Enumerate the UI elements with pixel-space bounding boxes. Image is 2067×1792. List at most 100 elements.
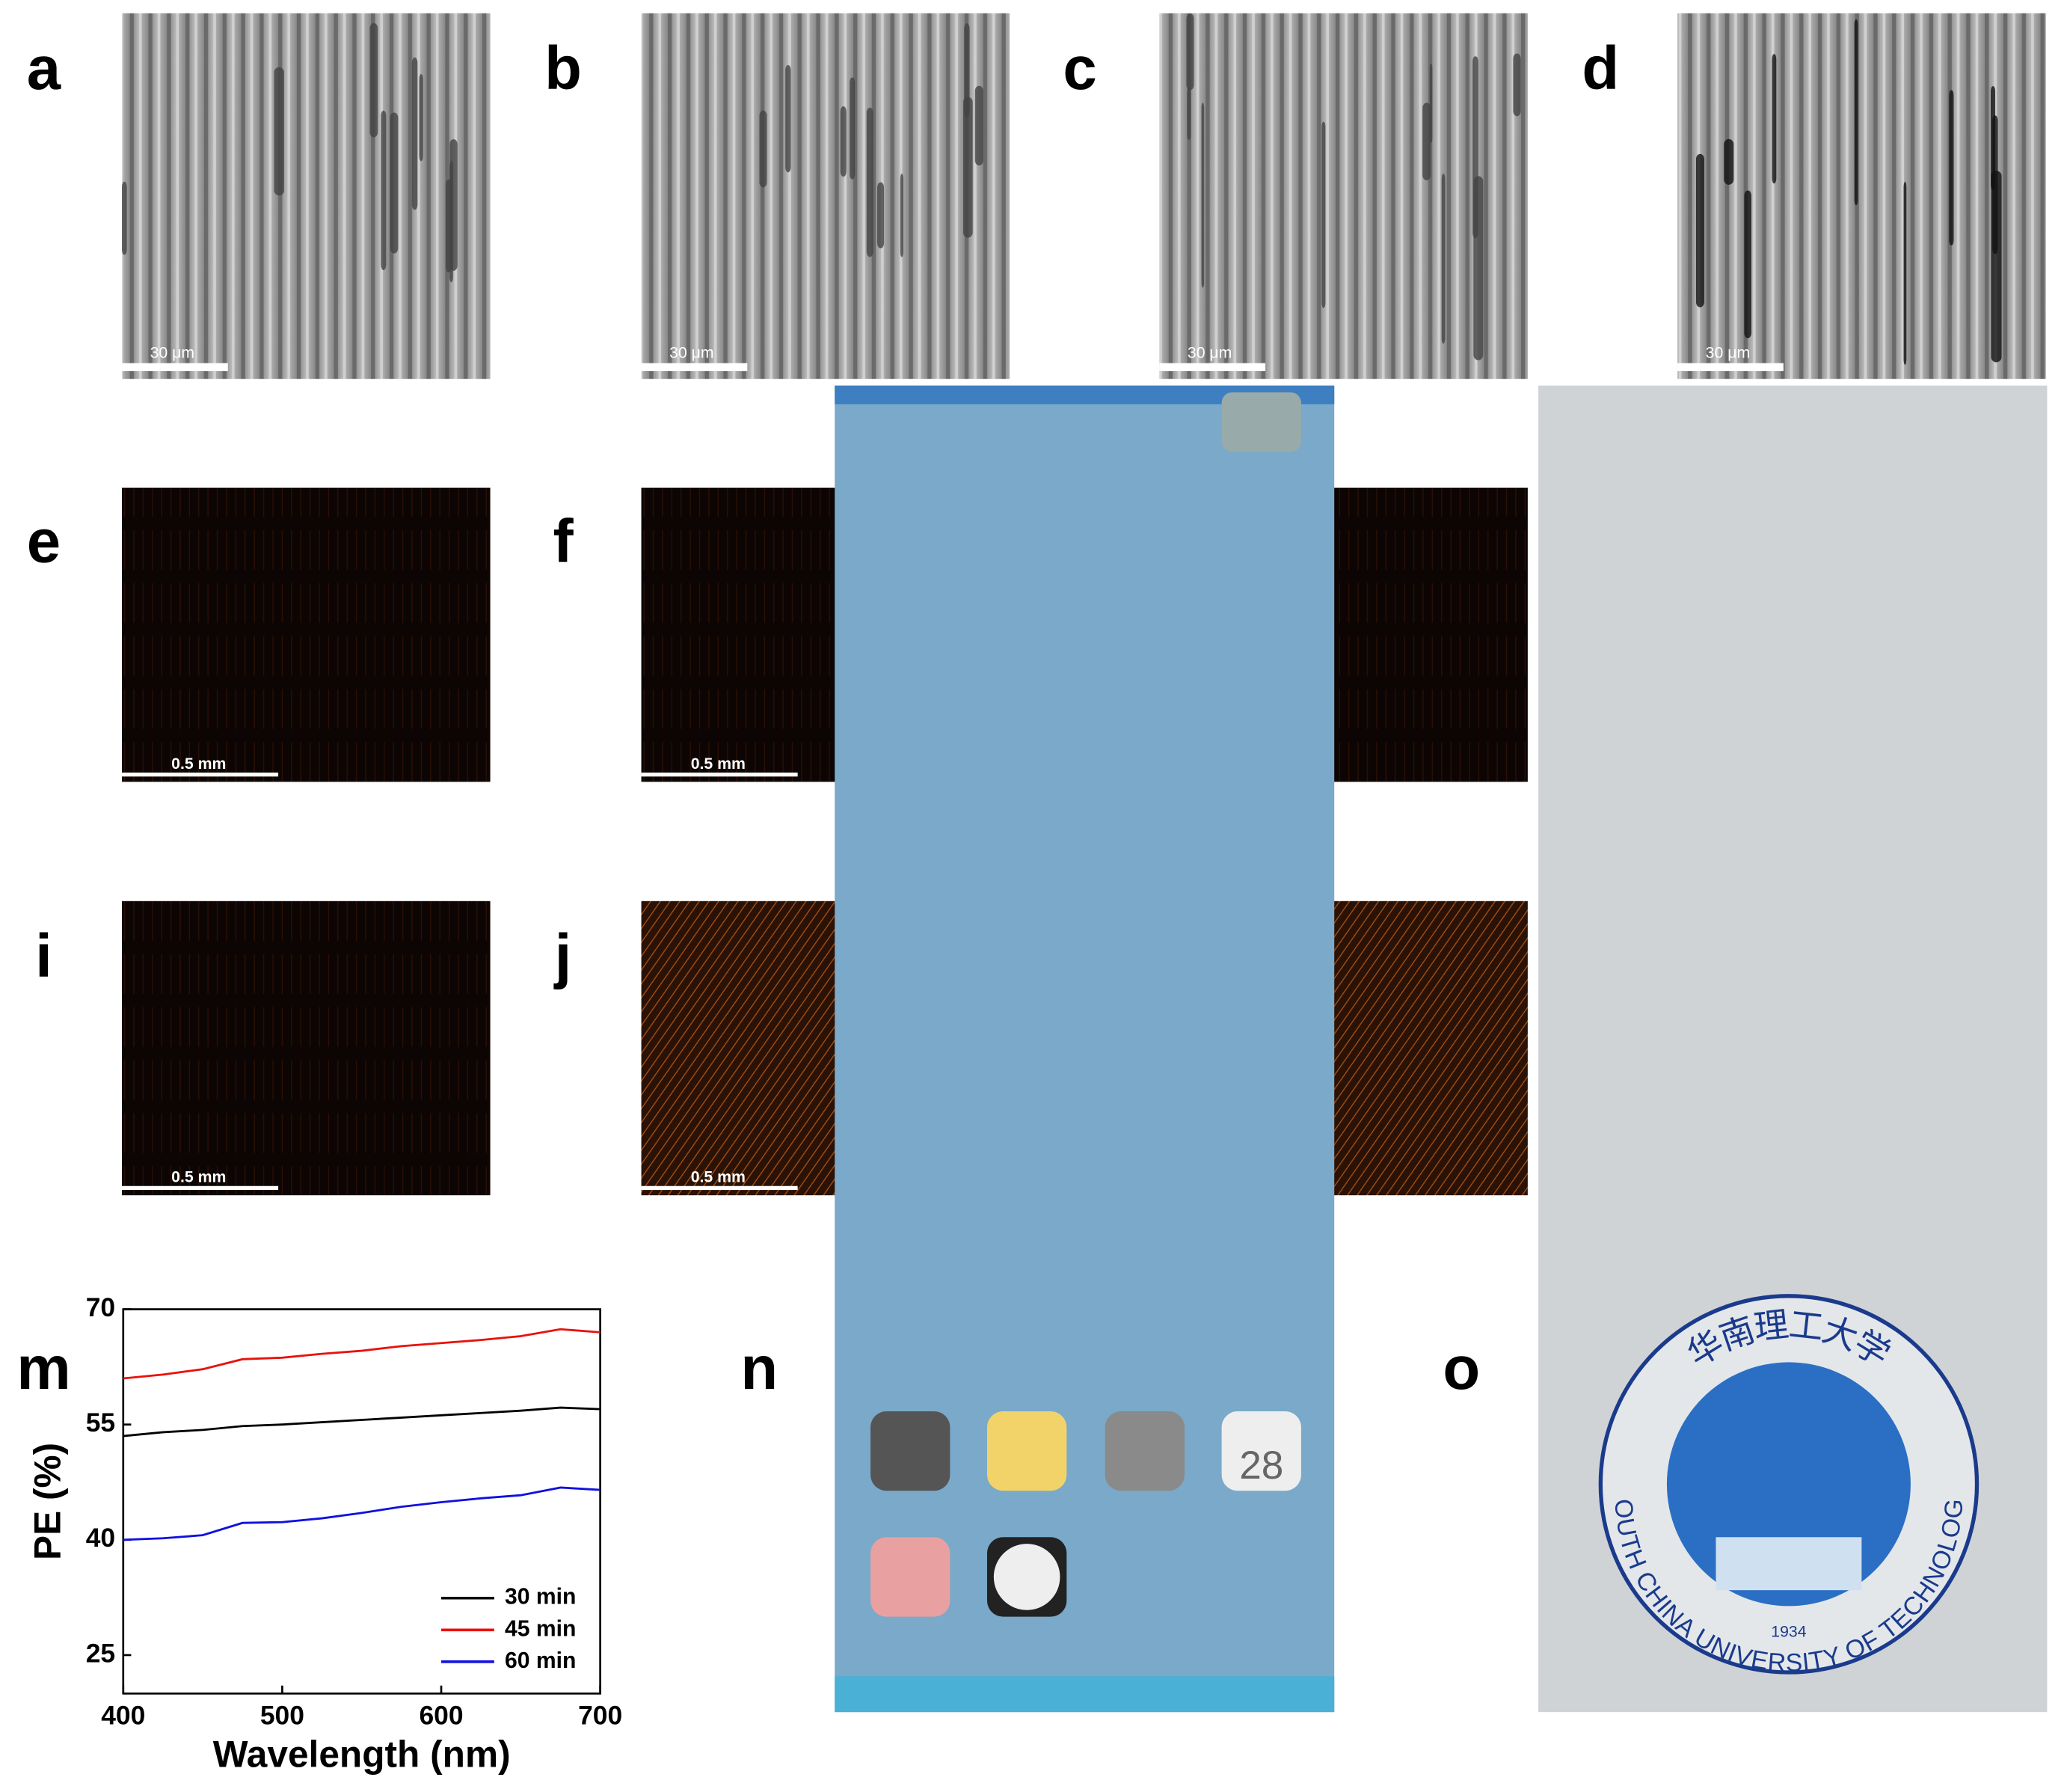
fiber-gap	[964, 23, 970, 118]
legend-label: 60 min	[505, 1648, 576, 1673]
fiber-gap	[274, 67, 284, 196]
scale-bar	[641, 772, 798, 777]
fiber-gap	[900, 174, 904, 257]
panel-label: o	[1443, 1334, 1480, 1402]
scale-bar	[122, 772, 279, 777]
fiber-gap	[1949, 90, 1954, 246]
scale-bar	[641, 1185, 798, 1191]
legend-label: 45 min	[505, 1616, 576, 1641]
scale-bar	[122, 363, 228, 372]
panel-label: f	[553, 508, 574, 576]
scale-bar	[1677, 363, 1784, 372]
x-tick-label: 500	[260, 1701, 304, 1731]
fiber-gap	[449, 139, 458, 271]
micrograph	[641, 13, 1010, 379]
y-tick-label: 55	[86, 1408, 115, 1437]
series-line	[123, 1328, 601, 1380]
photo-background	[835, 385, 1335, 1713]
scale-bar-label: 30 μm	[1706, 344, 1751, 362]
scale-bar	[641, 363, 748, 372]
fiber-gap	[369, 22, 378, 138]
y-tick-label: 40	[86, 1523, 115, 1553]
micrograph	[1677, 13, 2046, 379]
fiber-gap	[1186, 13, 1194, 90]
fiber-gap	[1422, 102, 1431, 181]
fiber-gap	[1744, 190, 1751, 339]
x-tick-label: 400	[101, 1701, 145, 1731]
fiber-gap	[759, 110, 767, 188]
scale-bar-label: 0.5 mm	[691, 755, 746, 773]
scale-bar-label: 0.5 mm	[691, 1168, 746, 1186]
scale-bar	[1159, 363, 1266, 372]
fiber-gap	[1695, 153, 1704, 307]
fiber-gap	[381, 110, 387, 271]
panel-label: a	[27, 34, 61, 102]
photo-edge	[835, 1676, 1335, 1713]
fiber-gap	[1513, 53, 1521, 117]
fiber-gap	[1724, 138, 1734, 185]
chart-m: 25 40 55 70 400 500 600 700 Wavelength (nm) PE (%…	[16, 1292, 622, 1776]
panel-label: i	[35, 922, 52, 990]
micrograph	[122, 13, 491, 379]
fiber-gap	[850, 77, 856, 179]
scale-bar-label: 0.5 mm	[171, 755, 226, 773]
fiber-gap	[446, 179, 452, 273]
micrograph	[122, 488, 491, 782]
calendar-day: 28	[1239, 1443, 1283, 1488]
scale-bar-label: 30 μm	[150, 344, 195, 362]
panel-label: c	[1063, 34, 1096, 102]
fiber-gap	[840, 106, 847, 177]
fiber-gap	[974, 85, 983, 166]
y-tick-label: 70	[86, 1292, 115, 1322]
legend-label: 30 min	[505, 1585, 576, 1610]
micrograph	[1159, 13, 1528, 379]
logo-year: 1934	[1771, 1622, 1806, 1640]
fiber-gap	[390, 112, 399, 254]
fiber-gap	[877, 182, 885, 249]
scale-bar-label: 30 μm	[669, 344, 714, 362]
series-line	[123, 1486, 601, 1541]
panel-label: m	[16, 1334, 70, 1402]
app-icon	[986, 1411, 1067, 1491]
logo-gate	[1716, 1537, 1862, 1591]
scale-bar	[122, 1185, 279, 1191]
photo-n: 28	[835, 385, 1335, 1713]
fiber-gap	[1201, 102, 1205, 288]
panel-label: e	[27, 508, 61, 576]
x-tick-label: 600	[419, 1701, 463, 1731]
clock-face	[993, 1544, 1060, 1610]
fiber-gap	[1992, 115, 1998, 254]
x-axis-label: Wavelength (nm)	[213, 1734, 511, 1776]
plot-frame	[122, 1308, 601, 1695]
fiber-gap	[1187, 88, 1191, 140]
fiber-gap	[411, 57, 418, 210]
panel-label: b	[544, 34, 582, 102]
app-icon	[1105, 1411, 1185, 1491]
panel-label: d	[1582, 34, 1619, 102]
fiber-gap	[1903, 182, 1907, 365]
fiber-gap	[1321, 121, 1326, 308]
app-icon	[870, 1411, 950, 1491]
y-axis-label: PE (%)	[26, 1443, 68, 1560]
fiber-gap	[1772, 54, 1777, 184]
panel-label: n	[740, 1334, 778, 1402]
fiber-gap	[1472, 56, 1478, 239]
fiber-gap	[122, 181, 127, 255]
fiber-gap	[785, 65, 791, 173]
fiber-gap	[962, 96, 973, 238]
fiber-gap	[419, 73, 423, 162]
app-icon	[1221, 1411, 1301, 1491]
fiber-gap	[1441, 174, 1446, 344]
y-tick-label: 25	[86, 1638, 115, 1668]
app-icon	[870, 1537, 950, 1617]
panel-label: j	[553, 922, 572, 990]
scale-bar-label: 30 μm	[1188, 344, 1232, 362]
app-icon	[1221, 392, 1301, 452]
micrograph	[122, 900, 491, 1196]
x-tick-label: 700	[578, 1701, 622, 1731]
series-line	[123, 1406, 601, 1437]
fiber-gap	[866, 107, 873, 257]
fiber-gap	[1854, 19, 1858, 206]
scale-bar-label: 0.5 mm	[171, 1168, 226, 1186]
